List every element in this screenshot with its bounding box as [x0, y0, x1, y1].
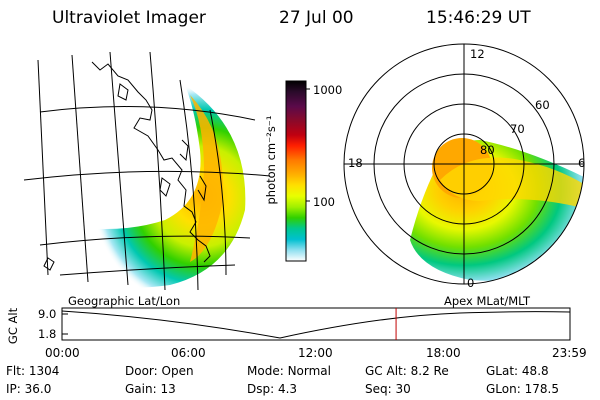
colorbar-tick-100: 100 [313, 195, 335, 209]
info-dsp: Dsp: 4.3 [247, 382, 298, 396]
info-flt: Flt: 1304 [6, 364, 60, 378]
timeline-y-tick-label-bottom: 1.8 [38, 327, 57, 341]
instrument-title: Ultraviolet Imager [52, 8, 206, 28]
polar-panel-label: Apex MLat/MLT [444, 294, 531, 308]
info-gain: Gain: 13 [125, 382, 176, 396]
timeline-axis-label: GC Alt [6, 307, 20, 345]
timeline-x-tick-0: 00:00 [45, 346, 80, 360]
mlt-label-12: 12 [470, 47, 485, 61]
info-mode: Mode: Normal [247, 364, 331, 378]
orbit-altitude-curve [61, 310, 571, 339]
timeline-x-tick-1: 06:00 [171, 346, 206, 360]
image-date: 27 Jul 00 [279, 8, 354, 28]
mlt-label-0: 0 [467, 276, 475, 290]
info-ip: IP: 36.0 [6, 382, 52, 396]
mlat-label-80: 80 [480, 143, 495, 157]
intensity-colorbar [285, 80, 310, 262]
mlat-label-70: 70 [510, 122, 525, 136]
mlt-label-6: 6 [578, 156, 586, 170]
timeline-x-tick-3: 18:00 [426, 346, 461, 360]
timeline-x-tick-4: 23:59 [552, 346, 587, 360]
timeline-x-tick-2: 12:00 [298, 346, 333, 360]
colorbar-tick-1000: 1000 [313, 83, 343, 97]
info-seq: Seq: 30 [365, 382, 411, 396]
info-door: Door: Open [125, 364, 194, 378]
info-gc-alt: GC Alt: 8.2 Re [365, 364, 449, 378]
mlat-label-60: 60 [535, 98, 550, 112]
image-time: 15:46:29 UT [426, 8, 531, 28]
geographic-panel-label: Geographic Lat/Lon [68, 294, 181, 308]
altitude-timeline-plot [61, 307, 571, 341]
timeline-y-tick-label-top: 9.0 [38, 307, 57, 321]
info-glon: GLon: 178.5 [486, 382, 559, 396]
mlt-label-18: 18 [348, 156, 363, 170]
info-glat: GLat: 48.8 [486, 364, 549, 378]
